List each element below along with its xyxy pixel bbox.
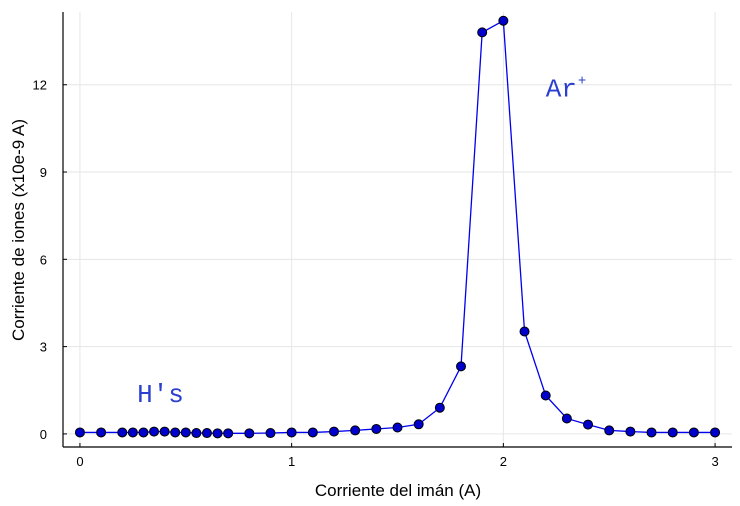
data-point — [350, 425, 361, 436]
data-point — [180, 427, 191, 438]
data-point — [127, 427, 138, 438]
annotation-superscript: + — [578, 73, 586, 89]
data-point — [434, 402, 445, 413]
data-point — [646, 427, 657, 438]
x-axis-label: Corriente del imán (A) — [315, 481, 481, 500]
y-tick-label: 6 — [40, 252, 47, 267]
data-point — [307, 427, 318, 438]
y-tick-label: 9 — [40, 165, 47, 180]
x-tick-label: 3 — [711, 454, 718, 469]
data-point — [138, 427, 149, 438]
x-tick-label: 2 — [500, 454, 507, 469]
data-point — [201, 428, 212, 439]
annotation-label: Ar — [546, 74, 577, 104]
data-point — [413, 419, 424, 430]
data-point — [212, 428, 223, 439]
data-point — [191, 428, 202, 439]
y-tick-label: 3 — [40, 340, 47, 355]
data-point — [456, 361, 467, 372]
data-point — [540, 390, 551, 401]
axes — [62, 12, 732, 448]
data-point — [74, 427, 85, 438]
y-axis-label: Corriente de iones (x10e-9 A) — [9, 119, 28, 341]
data-point — [625, 426, 636, 437]
data-point — [688, 427, 699, 438]
data-point — [604, 425, 615, 436]
y-tick-label: 12 — [33, 78, 47, 93]
data-point — [244, 428, 255, 439]
data-point — [561, 413, 572, 424]
x-tick-label: 0 — [76, 454, 83, 469]
y-tick-label: 0 — [40, 427, 47, 442]
data-point — [328, 426, 339, 437]
data-point — [371, 423, 382, 434]
x-tick-label: 1 — [288, 454, 295, 469]
data-point — [170, 427, 181, 438]
data-point — [286, 427, 297, 438]
data-point — [117, 427, 128, 438]
data-point — [498, 15, 509, 26]
data-point — [149, 426, 160, 437]
data-point — [519, 326, 530, 337]
data-point — [667, 427, 678, 438]
data-point — [96, 427, 107, 438]
data-point — [583, 419, 594, 430]
data-point — [477, 27, 488, 38]
data-point — [265, 428, 276, 439]
series-line — [79, 19, 716, 434]
data-point — [710, 427, 721, 438]
annotations: H's Ar + — [137, 73, 586, 410]
annotation-label: H's — [137, 380, 184, 410]
data-point — [392, 422, 403, 433]
data-point — [223, 428, 234, 439]
series-group — [74, 15, 721, 439]
data-point — [159, 426, 170, 437]
